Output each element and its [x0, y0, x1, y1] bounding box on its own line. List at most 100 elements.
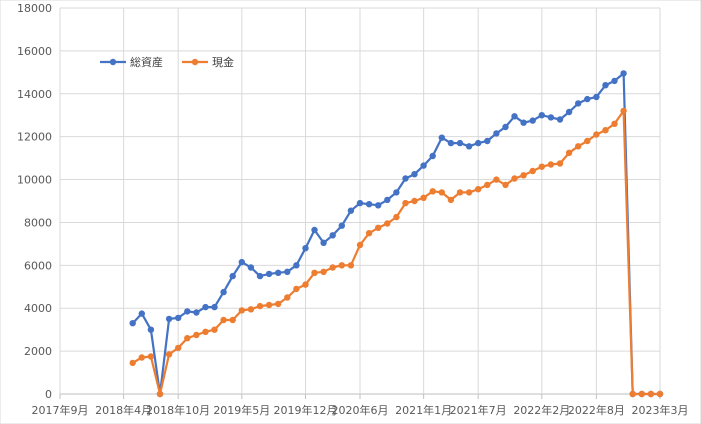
series-point-0: [584, 95, 591, 103]
grid-layer: [59, 7, 661, 395]
series-point-1: [547, 161, 555, 168]
series-point-1: [620, 107, 627, 115]
x-tick-label: 2023年3月: [632, 403, 689, 417]
series-point-1: [647, 390, 655, 398]
series-point-1: [484, 181, 491, 189]
series-point-0: [147, 326, 155, 333]
series-point-1: [520, 172, 527, 179]
series-point-1: [293, 285, 300, 293]
y-tick-label: 0: [45, 388, 52, 401]
series-point-1: [465, 189, 473, 196]
series-point-0: [447, 139, 455, 147]
series-point-1: [329, 264, 336, 271]
series-point-1: [284, 294, 291, 301]
x-tick-label: 2019年5月: [213, 403, 270, 417]
y-tick-label: 16000: [17, 45, 52, 58]
series-point-0: [311, 226, 318, 234]
series-point-0: [393, 189, 400, 196]
series-point-0: [429, 152, 436, 160]
series-point-1: [493, 176, 500, 183]
series-point-0: [456, 139, 464, 147]
series-point-1: [629, 390, 636, 398]
x-tick-label: 2022年8月: [568, 403, 625, 417]
series-layer: [129, 70, 664, 398]
series-point-1: [429, 188, 436, 195]
series-point-0: [302, 245, 309, 252]
series-point-1: [302, 281, 309, 288]
series-point-1: [456, 189, 464, 196]
series-point-0: [529, 117, 536, 124]
series-point-0: [475, 139, 482, 147]
series-point-0: [184, 308, 191, 315]
series-point-1: [238, 307, 245, 314]
series-point-0: [502, 123, 509, 131]
series-point-1: [502, 181, 509, 189]
series-point-1: [320, 268, 327, 275]
series-point-1: [593, 131, 600, 138]
series-point-0: [193, 309, 200, 316]
series-point-0: [384, 196, 391, 204]
series-point-0: [293, 262, 300, 269]
series-point-0: [547, 114, 555, 121]
series-point-1: [393, 213, 400, 221]
series-point-1: [165, 351, 173, 358]
series-point-0: [347, 207, 355, 214]
series-point-0: [220, 288, 227, 296]
series-point-1: [375, 224, 382, 231]
series-point-1: [138, 354, 145, 361]
axis-layer: 0 2000 4000 6000 8000 10000 12000 14000 16000 180…: [17, 2, 689, 417]
x-tick-label: 2018年10月: [146, 403, 210, 417]
series-point-1: [575, 143, 582, 150]
series-point-1: [338, 262, 345, 269]
series-point-0: [338, 222, 345, 229]
series-point-1: [611, 120, 618, 128]
series-point-0: [556, 116, 564, 123]
series-point-1: [447, 196, 455, 204]
x-tick-label: 2021年1月: [395, 403, 452, 417]
x-tick-label: 2022年2月: [513, 403, 570, 417]
series-point-0: [493, 130, 500, 137]
series-point-0: [265, 270, 273, 278]
series-point-1: [211, 326, 218, 333]
series-point-0: [575, 100, 582, 107]
series-point-1: [265, 301, 273, 309]
series-point-0: [238, 258, 245, 266]
series-point-0: [511, 113, 518, 120]
series-point-0: [165, 315, 173, 323]
series-point-0: [229, 272, 236, 280]
series-point-1: [538, 163, 545, 170]
series-point-1: [365, 230, 373, 237]
series-point-1: [175, 344, 182, 352]
series-point-1: [565, 149, 573, 156]
y-tick-label: 18000: [17, 2, 52, 15]
x-tick-label: 2018年4月: [95, 403, 152, 417]
series-point-1: [602, 127, 609, 134]
x-tick-label: 2020年6月: [332, 403, 389, 417]
series-point-0: [375, 202, 382, 209]
legend-label-1: 現金: [212, 55, 234, 69]
series-point-0: [175, 314, 182, 322]
series-point-1: [356, 241, 364, 249]
series-point-1: [411, 197, 418, 205]
series-point-1: [638, 390, 645, 398]
y-tick-label: 4000: [24, 302, 52, 315]
series-point-1: [193, 331, 200, 339]
y-tick-label: 12000: [17, 131, 52, 144]
series-point-0: [520, 119, 527, 126]
series-point-0: [129, 320, 136, 327]
series-point-0: [611, 77, 618, 85]
series-point-1: [220, 316, 227, 324]
series-point-1: [384, 220, 391, 227]
series-point-0: [465, 143, 473, 150]
series-point-0: [593, 93, 600, 101]
series-point-1: [247, 306, 255, 313]
series-point-0: [320, 239, 327, 246]
y-tick-label: 10000: [17, 174, 52, 187]
legend: 総資産 現金: [100, 55, 234, 69]
series-point-1: [256, 302, 264, 310]
series-point-0: [438, 134, 445, 141]
x-tick-label: 2021年7月: [450, 403, 507, 417]
series-point-1: [529, 167, 536, 175]
series-point-1: [202, 328, 209, 335]
